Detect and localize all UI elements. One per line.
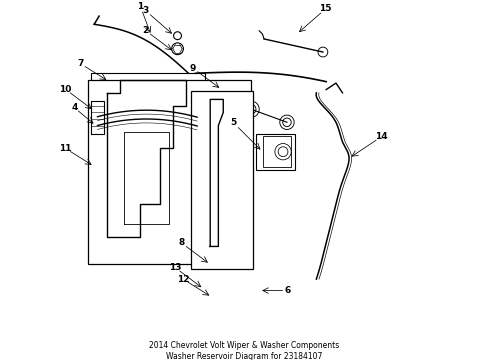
- Text: 5: 5: [230, 118, 236, 127]
- Text: 11: 11: [59, 144, 72, 153]
- Text: 9: 9: [189, 64, 196, 73]
- Text: 1: 1: [137, 3, 143, 12]
- Text: 13: 13: [168, 263, 181, 272]
- Bar: [263, 136, 291, 167]
- Text: 7: 7: [77, 59, 83, 68]
- Text: 10: 10: [59, 85, 71, 94]
- Bar: [87, 80, 250, 264]
- Text: 6: 6: [284, 286, 290, 295]
- Bar: [91, 73, 205, 150]
- Text: 4: 4: [71, 103, 77, 112]
- Bar: [255, 134, 295, 170]
- Text: 2014 Chevrolet Volt Wiper & Washer Components
Washer Reservoir Diagram for 23184: 2014 Chevrolet Volt Wiper & Washer Compo…: [149, 341, 339, 360]
- Text: 14: 14: [374, 132, 387, 141]
- Text: 3: 3: [142, 6, 148, 15]
- Text: 2: 2: [142, 26, 148, 35]
- Text: 8: 8: [178, 238, 184, 247]
- Bar: [190, 91, 252, 269]
- Text: 15: 15: [319, 4, 331, 13]
- Text: 12: 12: [177, 275, 189, 284]
